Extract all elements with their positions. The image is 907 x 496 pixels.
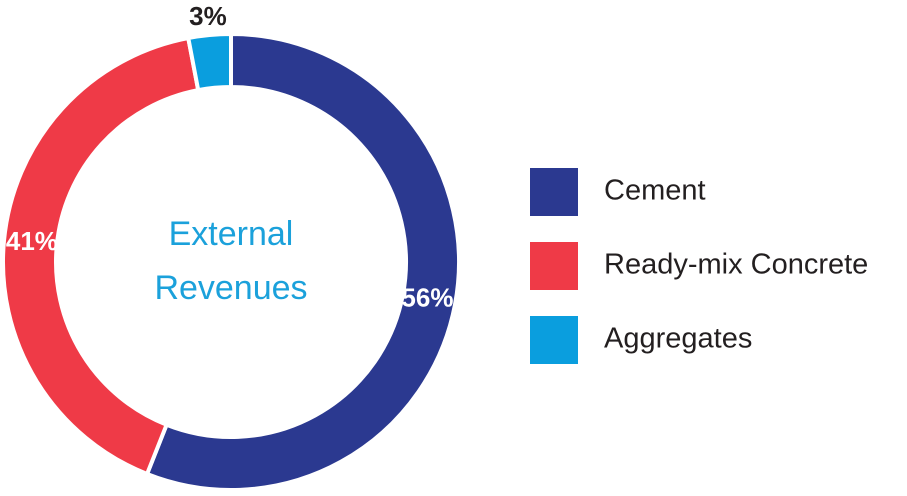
donut-segment [144,31,461,492]
data-label: 56% [401,282,453,312]
data-label: 3% [189,1,227,31]
legend-swatch [530,168,578,216]
data-label: 41% [6,226,58,256]
legend-label: Aggregates [604,323,752,355]
donut-segment [1,35,201,477]
center-label: External [169,215,294,253]
center-label: Revenues [154,269,307,307]
legend-label: Cement [604,175,706,207]
legend-swatch [530,316,578,364]
legend-label: Ready-mix Concrete [604,249,868,281]
donut-segment [185,31,233,93]
legend-swatch [530,242,578,290]
